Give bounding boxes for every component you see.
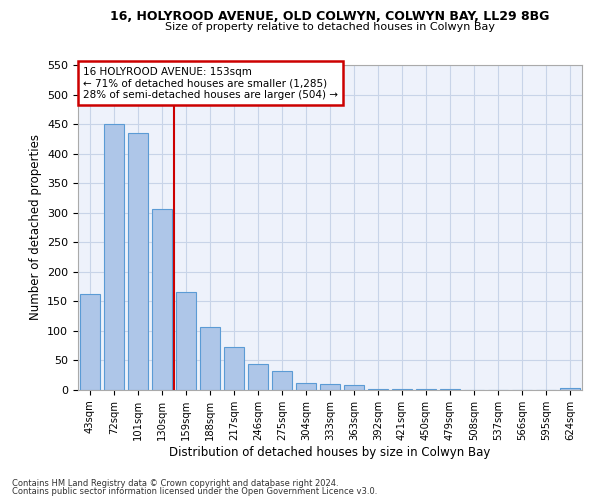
- Bar: [104, 124, 124, 390]
- Bar: [152, 208, 172, 390]
- Bar: [368, 389, 388, 390]
- Text: Contains public sector information licensed under the Open Government Licence v3: Contains public sector information licen…: [12, 487, 377, 496]
- Bar: [248, 364, 268, 390]
- Bar: [128, 133, 148, 390]
- Bar: [296, 383, 316, 390]
- Text: 16 HOLYROOD AVENUE: 153sqm
← 71% of detached houses are smaller (1,285)
28% of s: 16 HOLYROOD AVENUE: 153sqm ← 71% of deta…: [83, 66, 338, 100]
- Text: Size of property relative to detached houses in Colwyn Bay: Size of property relative to detached ho…: [165, 22, 495, 32]
- Bar: [224, 347, 244, 390]
- Bar: [344, 386, 364, 390]
- Bar: [560, 388, 580, 390]
- Bar: [80, 294, 100, 390]
- Bar: [320, 384, 340, 390]
- Bar: [176, 292, 196, 390]
- Bar: [272, 370, 292, 390]
- Bar: [200, 328, 220, 390]
- Y-axis label: Number of detached properties: Number of detached properties: [29, 134, 41, 320]
- X-axis label: Distribution of detached houses by size in Colwyn Bay: Distribution of detached houses by size …: [169, 446, 491, 458]
- Text: 16, HOLYROOD AVENUE, OLD COLWYN, COLWYN BAY, LL29 8BG: 16, HOLYROOD AVENUE, OLD COLWYN, COLWYN …: [110, 10, 550, 22]
- Text: Contains HM Land Registry data © Crown copyright and database right 2024.: Contains HM Land Registry data © Crown c…: [12, 478, 338, 488]
